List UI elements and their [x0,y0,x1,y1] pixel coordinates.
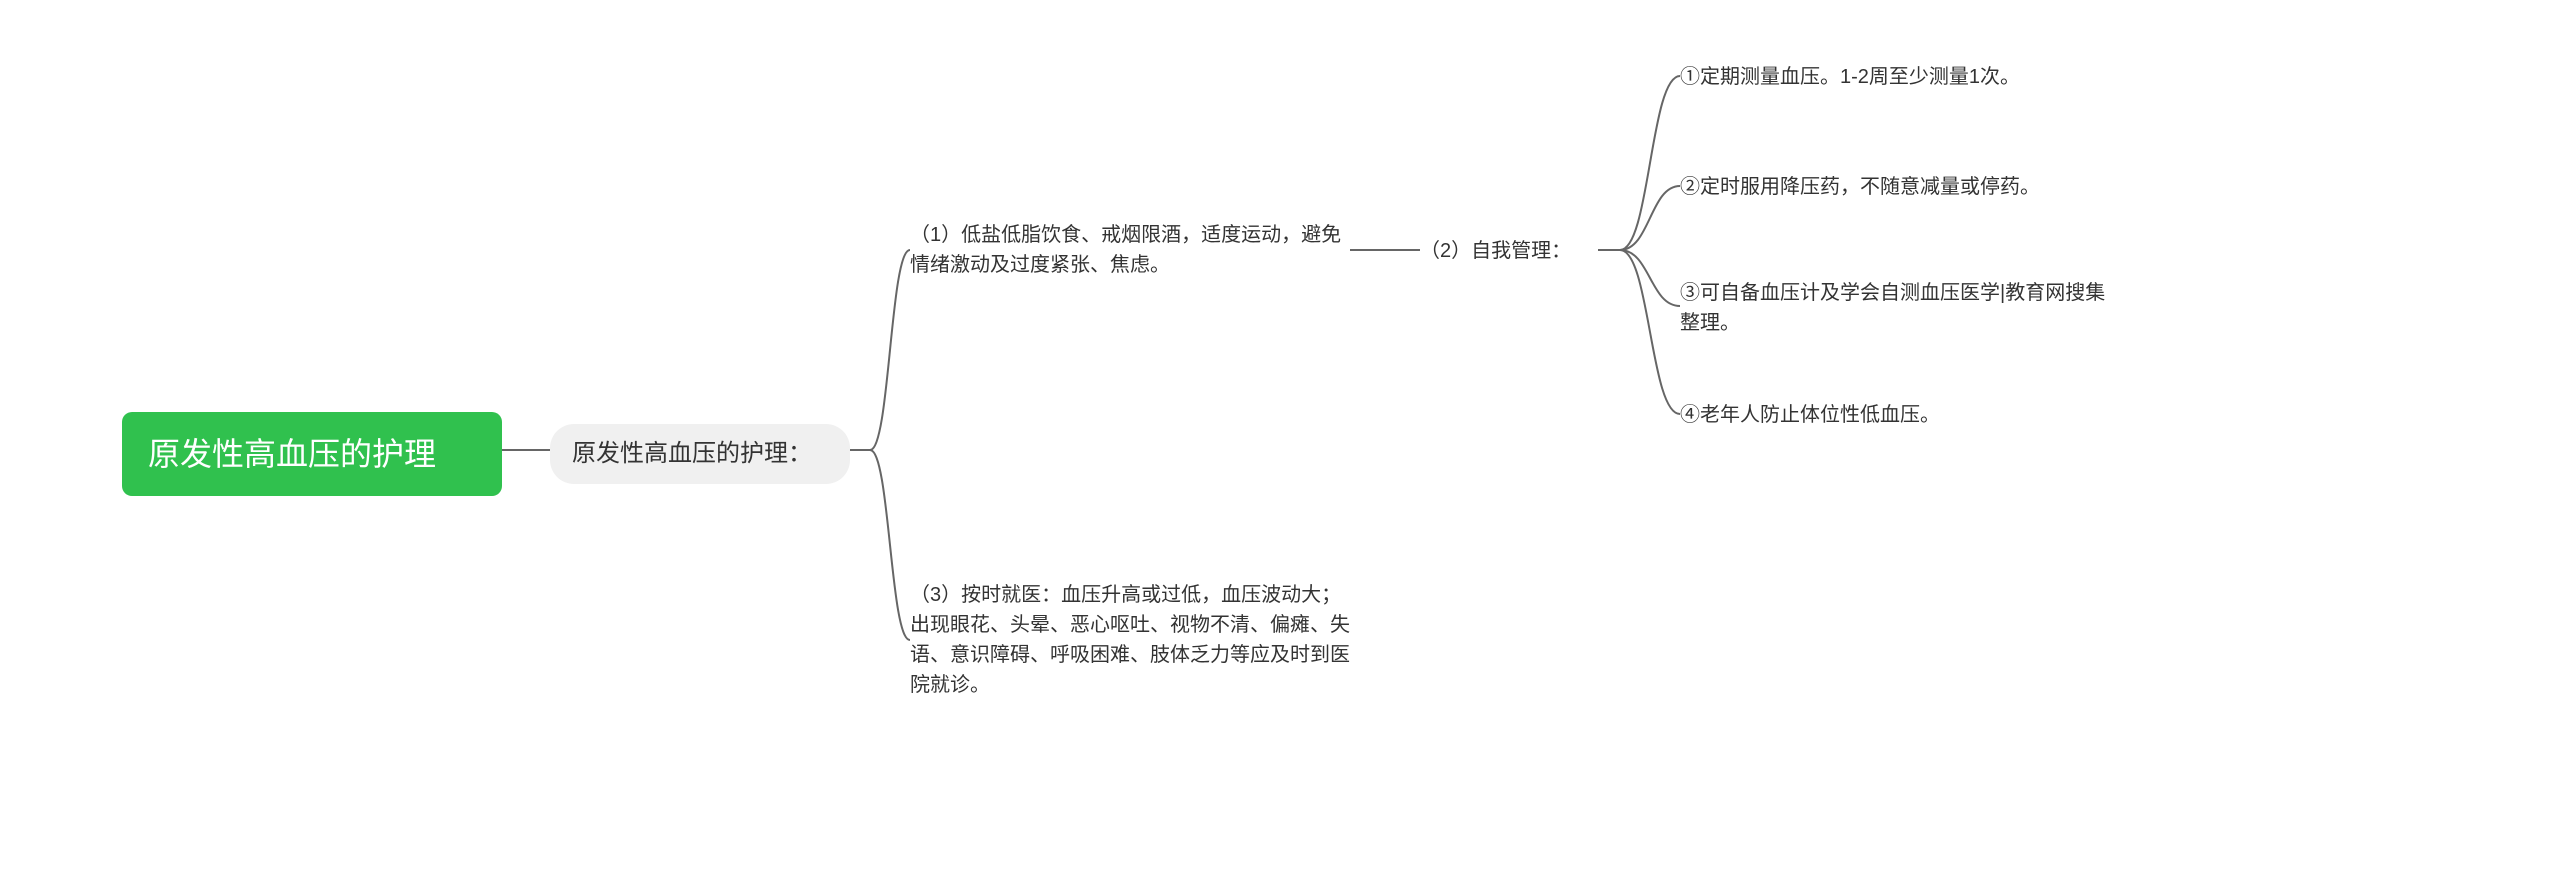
branch-c-node[interactable]: （3）按时就医：血压升高或过低，血压波动大；出现眼花、头晕、恶心呕吐、视物不清、… [910,580,1350,700]
branch-b-item-2[interactable]: ②定时服用降压药，不随意减量或停药。 [1680,172,2120,202]
branch-a-node[interactable]: （1）低盐低脂饮食、戒烟限酒，适度运动，避免情绪激动及过度紧张、焦虑。 [910,220,1350,280]
branch-b-item-1[interactable]: ①定期测量血压。1-2周至少测量1次。 [1680,62,2120,92]
branch-b-label-node[interactable]: （2）自我管理： [1420,236,1600,266]
branch-b-item-4[interactable]: ④老年人防止体位性低血压。 [1680,400,2120,430]
root-node[interactable]: 原发性高血压的护理 [122,412,502,496]
level1-node[interactable]: 原发性高血压的护理： [550,424,850,484]
branch-b-item-3[interactable]: ③可自备血压计及学会自测血压医学|教育网搜集整理。 [1680,278,2120,338]
